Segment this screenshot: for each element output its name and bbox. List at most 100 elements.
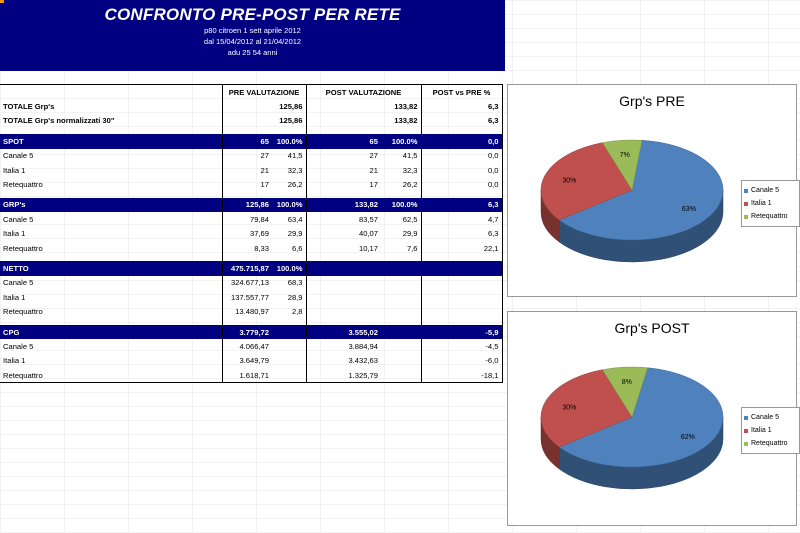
pre-percent[interactable]: 6,6 — [291, 243, 303, 253]
pre-percent[interactable]: 28,9 — [287, 292, 303, 302]
post-value[interactable]: 83,57 — [305, 212, 381, 227]
delta-value[interactable]: -6,0 — [420, 353, 503, 369]
post-value[interactable]: 10,17 — [305, 240, 381, 256]
post-value[interactable] — [305, 290, 381, 305]
pre-percent[interactable]: 2,8 — [291, 307, 303, 317]
row-label[interactable]: Canale 5 — [3, 278, 34, 288]
delta-value[interactable]: 0,0 — [420, 134, 503, 149]
row-label[interactable]: Italia 1 — [3, 292, 26, 302]
post-percent[interactable]: 26,2 — [402, 180, 418, 190]
post-percent[interactable] — [381, 290, 421, 304]
post-value[interactable]: 21 — [305, 162, 381, 178]
row-label[interactable]: TOTALE Grp's normalizzati 30" — [3, 116, 115, 126]
row-label[interactable]: TOTALE Grp's — [3, 102, 55, 112]
pre-valutazione-header[interactable]: PRE VALUTAZIONE — [221, 84, 306, 100]
row-label[interactable]: Canale 5 — [3, 151, 34, 161]
post-percent[interactable]: 100.0% — [381, 134, 421, 149]
post-value[interactable]: 3.555,02 — [305, 324, 381, 340]
delta-value[interactable]: -5,9 — [420, 324, 503, 340]
pre-value[interactable]: 1.618,71 — [221, 368, 272, 384]
delta-value[interactable]: 4,7 — [420, 212, 503, 227]
header-blank-cell[interactable] — [0, 84, 222, 100]
delta-value[interactable] — [420, 275, 503, 291]
post-value[interactable] — [305, 261, 381, 276]
post-value[interactable]: 133,82 — [305, 99, 421, 114]
row-label[interactable]: Italia 1 — [3, 165, 26, 175]
post-percent[interactable]: 7,6 — [406, 243, 418, 253]
pre-percent[interactable]: 100.0% — [272, 261, 306, 276]
post-value[interactable]: 17 — [305, 177, 381, 192]
post-value[interactable]: 3.884,94 — [305, 339, 381, 354]
post-percent[interactable]: 41,5 — [402, 151, 418, 161]
pre-percent[interactable] — [272, 324, 306, 340]
row-label[interactable]: Canale 5 — [3, 341, 34, 351]
pre-percent[interactable]: 29,9 — [287, 229, 303, 239]
post-value[interactable] — [305, 275, 381, 291]
pie-slice-canale-5[interactable] — [558, 140, 724, 241]
pre-value[interactable]: 125,86 — [221, 197, 272, 213]
pre-percent[interactable]: 100.0% — [272, 134, 306, 149]
pre-value[interactable]: 125,86 — [221, 99, 306, 114]
pre-value[interactable]: 37,69 — [221, 226, 272, 241]
row-label[interactable]: Retequattro — [3, 307, 43, 317]
delta-value[interactable]: 22,1 — [420, 240, 503, 256]
post-percent[interactable]: 100.0% — [381, 197, 421, 213]
pre-percent[interactable] — [272, 339, 306, 353]
post-percent[interactable]: 32,3 — [402, 165, 418, 175]
delta-value[interactable] — [420, 290, 503, 305]
pre-percent[interactable] — [272, 354, 306, 368]
post-value[interactable]: 133,82 — [305, 197, 381, 213]
pie-chart-grp-post[interactable]: Grp's POST 62% 30% 8% Canale 5 Italia 1 Rete… — [507, 311, 800, 526]
pie-slice-retequattro[interactable] — [602, 139, 643, 191]
pre-value[interactable]: 3.779,72 — [221, 324, 272, 340]
pre-value[interactable]: 125,86 — [221, 113, 306, 129]
pre-value[interactable]: 324.677,13 — [221, 275, 272, 291]
post-value[interactable]: 65 — [305, 134, 381, 149]
row-label[interactable]: Italia 1 — [3, 229, 26, 239]
pre-percent[interactable]: 26,2 — [287, 180, 303, 190]
pie-slice-italia-1[interactable] — [540, 369, 633, 448]
post-percent[interactable] — [381, 261, 421, 276]
pre-percent[interactable]: 100.0% — [272, 197, 306, 213]
post-percent[interactable] — [381, 368, 421, 384]
post-value[interactable]: 1.325,79 — [305, 368, 381, 384]
delta-value[interactable]: 6,3 — [420, 99, 503, 114]
pre-value[interactable]: 27 — [221, 148, 272, 163]
pre-value[interactable]: 65 — [221, 134, 272, 149]
pie-chart-grp-pre[interactable]: Grp's PRE 63% 30% 7% Canale 5 Italia 1 Reteq… — [507, 84, 800, 297]
post-percent[interactable] — [381, 276, 421, 290]
section-label[interactable]: GRP's — [0, 197, 222, 213]
pie-slice-retequattro[interactable] — [602, 366, 648, 418]
pre-value[interactable]: 475.715,87 — [221, 261, 272, 276]
post-percent[interactable]: 29,9 — [402, 229, 418, 239]
pie-slice-italia-1[interactable] — [540, 142, 633, 221]
post-value[interactable]: 133,82 — [305, 113, 421, 129]
pre-value[interactable]: 21 — [221, 162, 272, 178]
pre-value[interactable]: 3.649,79 — [221, 353, 272, 369]
post-vs-pre-header[interactable]: POST vs PRE % — [420, 84, 503, 100]
post-percent[interactable] — [381, 304, 421, 318]
post-percent[interactable] — [381, 339, 421, 353]
post-value[interactable] — [305, 304, 381, 319]
pre-value[interactable]: 137.557,77 — [221, 290, 272, 305]
delta-value[interactable]: 6,3 — [420, 197, 503, 213]
row-label[interactable]: Retequattro — [0, 368, 222, 384]
pre-value[interactable]: 13.480,97 — [221, 304, 272, 319]
post-value[interactable]: 3.432,63 — [305, 353, 381, 369]
pre-value[interactable]: 17 — [221, 177, 272, 192]
row-label[interactable]: Retequattro — [3, 180, 43, 190]
pie-slice-canale-5[interactable] — [558, 367, 724, 468]
pre-percent[interactable]: 68,3 — [287, 278, 303, 288]
delta-value[interactable]: -4,5 — [420, 339, 503, 354]
post-value[interactable]: 40,07 — [305, 226, 381, 241]
pre-value[interactable]: 79,84 — [221, 212, 272, 227]
delta-value[interactable]: 0,0 — [420, 148, 503, 163]
post-percent[interactable] — [381, 354, 421, 368]
post-valutazione-header[interactable]: POST VALUTAZIONE — [305, 84, 421, 100]
delta-value[interactable]: 0,0 — [420, 162, 503, 178]
pre-value[interactable]: 4.066,47 — [221, 339, 272, 354]
pre-value[interactable]: 8,33 — [221, 240, 272, 256]
delta-value[interactable]: 0,0 — [420, 177, 503, 192]
pre-percent[interactable]: 32,3 — [287, 165, 303, 175]
delta-value[interactable] — [420, 261, 503, 276]
